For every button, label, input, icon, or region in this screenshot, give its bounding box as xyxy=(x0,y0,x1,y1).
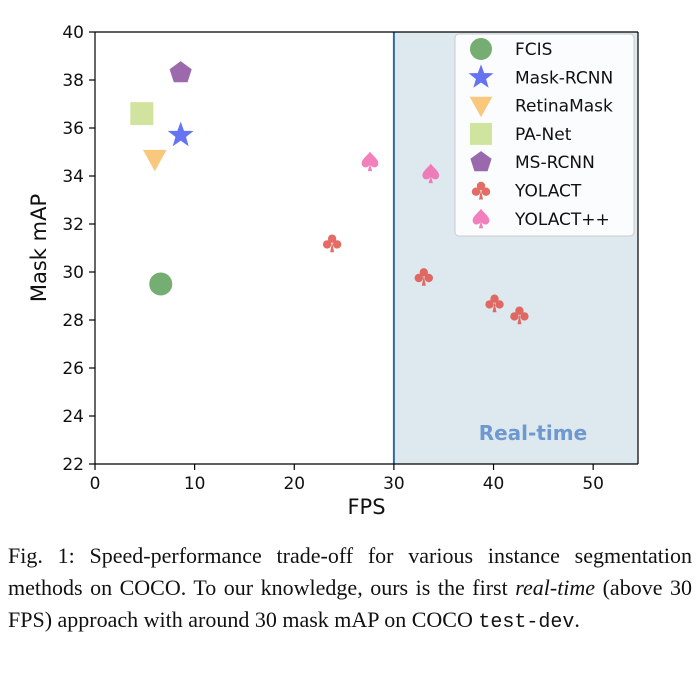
legend-label-yolact: YOLACT++ xyxy=(514,210,610,230)
y-tick-label: 30 xyxy=(62,263,84,283)
x-tick-label: 0 xyxy=(90,474,101,494)
marker-shape xyxy=(481,187,491,196)
legend-marker-yolact xyxy=(471,181,491,200)
marker-shape xyxy=(167,121,194,147)
marker-shape xyxy=(142,149,167,172)
y-tick-label: 34 xyxy=(62,167,84,187)
legend-label-ms-rcnn: MS-RCNN xyxy=(515,153,595,173)
y-tick-label: 22 xyxy=(62,455,84,475)
yolact-point xyxy=(414,268,433,286)
marker-shape xyxy=(495,300,504,309)
marker-shape xyxy=(469,96,493,118)
mask-rcnn-point xyxy=(167,121,194,147)
marker-shape xyxy=(424,273,433,283)
legend-label-yolact: YOLACT xyxy=(514,182,582,202)
marker-shape xyxy=(478,220,484,229)
marker-shape xyxy=(517,314,522,325)
marker-shape xyxy=(471,187,481,196)
marker-shape xyxy=(428,175,433,184)
marker-shape xyxy=(492,302,497,313)
legend-marker-fcis xyxy=(470,38,492,60)
marker-shape xyxy=(361,151,379,168)
marker-shape xyxy=(422,163,440,180)
marker-shape xyxy=(149,272,173,296)
legend-marker-retinamask xyxy=(469,96,493,118)
yolact-point xyxy=(510,306,529,325)
legend: FCIS Mask-RCNN RetinaMask PA-Net MS-RCNN YOLA… xyxy=(454,33,635,237)
figure-caption: Fig. 1: Speed-performance trade-off for … xyxy=(8,540,692,639)
marker-shape xyxy=(414,273,423,283)
caption-suffix: . xyxy=(574,607,580,632)
marker-shape xyxy=(470,38,492,60)
marker-shape xyxy=(476,181,486,191)
y-tick-label: 28 xyxy=(62,311,84,331)
marker-shape xyxy=(485,300,494,309)
marker-shape xyxy=(472,208,490,225)
marker-shape xyxy=(421,275,426,286)
y-tick-label: 36 xyxy=(62,119,84,139)
marker-shape xyxy=(470,122,492,145)
retinamask-point xyxy=(142,149,167,172)
caption-prefix: Fig. 1: Speed-performance trade-off for … xyxy=(8,543,692,600)
legend-label-pa-net: PA-Net xyxy=(515,125,572,145)
y-axis-label: Mask mAP xyxy=(27,194,51,302)
marker-shape xyxy=(479,189,483,200)
realtime-label: Real-time xyxy=(479,421,587,445)
marker-shape xyxy=(367,163,373,172)
x-tick-label: 20 xyxy=(283,474,305,494)
marker-shape xyxy=(419,268,428,277)
fcis-point xyxy=(149,272,173,296)
yolact-point xyxy=(322,234,342,253)
caption-italic: real-time xyxy=(515,575,596,600)
marker-shape xyxy=(332,240,342,249)
caption-middle: (above 30 FPS) approach with around 30 m… xyxy=(8,575,692,632)
axis-ticks: 0 10 20 30 40 50 22 24 26 28 30 32 34 36 38 40 xyxy=(62,23,604,494)
caption-code: test-dev xyxy=(478,611,575,634)
axes: FPS Mask mAP xyxy=(27,31,639,519)
x-tick-label: 40 xyxy=(483,474,505,494)
marker-shape xyxy=(520,312,529,321)
y-tick-label: 24 xyxy=(62,407,84,427)
y-tick-label: 40 xyxy=(62,23,84,43)
marker-shape xyxy=(470,151,492,172)
legend-label-mask-rcnn: Mask-RCNN xyxy=(515,68,613,88)
x-tick-label: 50 xyxy=(582,474,604,494)
legend-box xyxy=(454,33,635,237)
marker-shape xyxy=(327,234,337,243)
marker-shape xyxy=(515,306,524,315)
marker-shape xyxy=(468,64,494,88)
legend-marker-pa-net xyxy=(470,122,492,145)
scatter-chart: Real-time FPS Mask mAP 0 10 20 30 40 50 22 24 26 2… xyxy=(27,23,639,519)
marker-shape xyxy=(490,294,499,303)
x-axis-label: FPS xyxy=(347,495,385,519)
legend-label-fcis: FCIS xyxy=(515,40,552,60)
x-tick-label: 10 xyxy=(184,474,206,494)
marker-shape xyxy=(169,61,192,83)
marker-shape xyxy=(330,242,335,253)
legend-marker-mask-rcnn xyxy=(468,64,494,88)
ms-rcnn-point xyxy=(169,61,192,83)
marker-shape xyxy=(510,312,519,321)
marker-shape xyxy=(322,240,332,249)
x-tick-label: 30 xyxy=(383,474,405,494)
y-tick-label: 38 xyxy=(62,71,84,91)
y-tick-label: 26 xyxy=(62,359,84,379)
data-markers xyxy=(130,61,529,325)
pa-net-point xyxy=(130,102,154,126)
legend-marker-yolact xyxy=(472,208,490,229)
legend-marker-ms-rcnn xyxy=(470,151,492,172)
yolact-point xyxy=(422,163,440,184)
yolact-point xyxy=(485,294,504,313)
yolact-point xyxy=(361,151,379,172)
marker-shape xyxy=(130,102,154,126)
legend-label-retinamask: RetinaMask xyxy=(515,97,613,117)
y-tick-label: 32 xyxy=(62,215,84,235)
